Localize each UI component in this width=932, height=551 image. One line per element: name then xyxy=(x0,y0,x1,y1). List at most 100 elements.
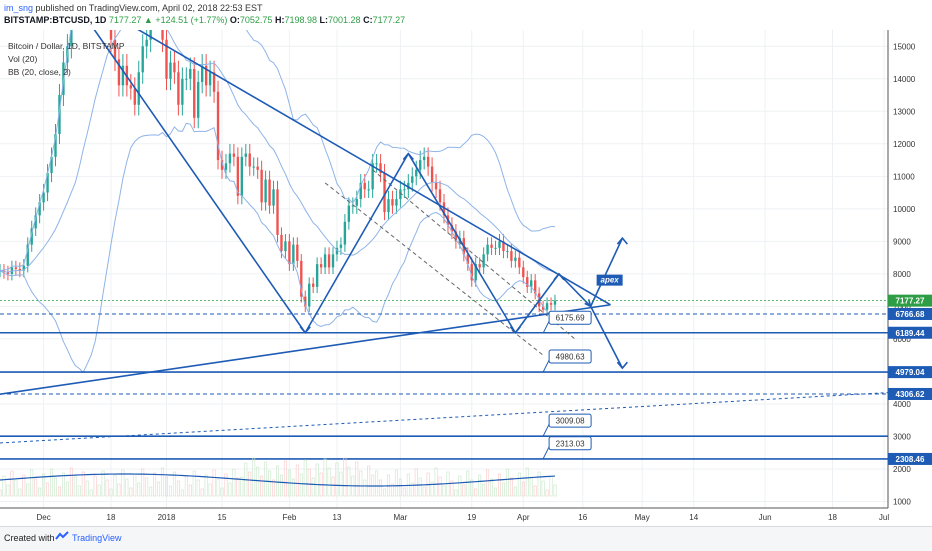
volume-bar xyxy=(509,477,513,497)
candle-body xyxy=(434,182,438,190)
publish-text: published on TradingView.com, April 02, … xyxy=(35,3,263,13)
apex-tag xyxy=(596,274,623,286)
candle-body xyxy=(181,78,184,105)
candle-body xyxy=(74,0,76,14)
volume-bar xyxy=(176,480,180,497)
candle-body xyxy=(58,95,61,135)
candle-body xyxy=(419,160,422,170)
volume-bar xyxy=(315,463,319,497)
candle-body xyxy=(30,228,33,245)
price-tag-label: 6189.44 xyxy=(896,329,925,338)
low-value: 7001.28 xyxy=(328,15,361,25)
volume-bar xyxy=(220,487,224,497)
volume-bar xyxy=(192,470,196,497)
candle-body xyxy=(14,267,18,269)
volume-bar xyxy=(343,457,347,497)
volume-bar xyxy=(133,473,137,497)
volume-bar xyxy=(470,479,474,497)
arrowhead xyxy=(616,361,629,370)
volume-bar xyxy=(153,472,157,497)
tradingview-brand[interactable]: TradingView xyxy=(72,533,122,543)
volume-bar xyxy=(65,481,69,497)
volume-bar xyxy=(454,489,458,497)
x-tick-label: 2018 xyxy=(158,513,176,522)
candle-body xyxy=(327,254,331,268)
candle-body xyxy=(426,156,430,167)
volume-bar xyxy=(359,470,363,497)
volume-bar xyxy=(553,484,557,497)
y-tick-label: 11000 xyxy=(893,172,915,181)
volume-bar xyxy=(482,483,486,497)
author-link[interactable]: im_sng xyxy=(4,3,34,13)
callout-pointer xyxy=(542,423,550,437)
tradingview-logo-icon xyxy=(55,531,69,540)
candle-body xyxy=(268,179,271,206)
price-tag xyxy=(888,452,932,465)
candle-body xyxy=(236,156,240,196)
candle-body xyxy=(157,0,159,14)
bb-basis xyxy=(0,30,556,274)
candle-body xyxy=(256,166,259,170)
y-tick-label: 7000 xyxy=(893,302,911,311)
candle-body xyxy=(335,247,339,255)
volume-bar xyxy=(529,476,533,497)
candle-body xyxy=(169,62,172,79)
candle-body xyxy=(391,199,394,206)
y-tick-label: 10000 xyxy=(893,205,916,214)
volume-bar xyxy=(113,474,117,497)
price-chart[interactable]: 1000200030004000500060007000800090001000… xyxy=(0,0,932,526)
open-value: 7052.75 xyxy=(239,15,273,25)
candle-body xyxy=(351,205,355,207)
volume-bar xyxy=(268,470,272,497)
price-tag xyxy=(888,366,932,379)
candle-body xyxy=(113,39,117,60)
price-tag-label: 7177.27 xyxy=(896,297,925,306)
y-tick-label: 4000 xyxy=(893,400,911,409)
candle-body xyxy=(363,182,366,190)
candle-body xyxy=(137,72,140,105)
candle-body xyxy=(331,254,335,268)
price-tag-label: 4306.62 xyxy=(896,390,925,399)
candle-body xyxy=(34,215,37,229)
volume-bar xyxy=(18,488,22,497)
candle-body xyxy=(450,225,454,232)
candle-body xyxy=(308,283,311,307)
x-tick-label: 13 xyxy=(333,513,342,522)
volume-bar xyxy=(129,487,133,497)
volume-bar xyxy=(22,474,26,497)
price-tag xyxy=(888,294,932,307)
volume-bar xyxy=(513,486,517,497)
volume-bar xyxy=(46,482,50,497)
volume-bar xyxy=(327,467,331,497)
price-tag xyxy=(888,307,932,320)
volume-bar xyxy=(331,476,335,497)
volume-bar xyxy=(418,477,422,497)
candle-body xyxy=(46,173,49,193)
candle-body xyxy=(553,300,557,305)
x-tick-label: Dec xyxy=(36,513,50,522)
candle-body xyxy=(498,241,501,248)
volume-bar xyxy=(216,478,220,497)
volume-bar xyxy=(474,488,478,497)
y-tick-label: 9000 xyxy=(893,237,911,246)
x-tick-label: Jun xyxy=(759,513,772,522)
volume-bar xyxy=(0,489,2,497)
candle-body xyxy=(541,306,545,310)
candle-body xyxy=(379,163,382,174)
volume-ma-line xyxy=(0,473,556,487)
candle-body xyxy=(42,192,45,203)
callout-label: 3009.08 xyxy=(556,417,585,426)
x-tick-label: 14 xyxy=(689,513,698,522)
volume-bar xyxy=(200,488,204,497)
candle-body xyxy=(189,69,192,79)
created-with-text: Created with xyxy=(4,533,55,543)
callout-label: 2313.03 xyxy=(556,439,585,448)
candle-body xyxy=(522,267,525,278)
ohlc-bar: BITSTAMP:BTCUSD, 1D 7177.27 ▲ +124.51 (+… xyxy=(4,15,405,25)
volume-bar xyxy=(323,458,327,497)
volume-bar xyxy=(517,472,521,497)
volume-bar xyxy=(299,473,303,497)
volume-bar xyxy=(248,471,252,497)
candle-body xyxy=(121,65,125,86)
candle-body xyxy=(145,39,148,47)
